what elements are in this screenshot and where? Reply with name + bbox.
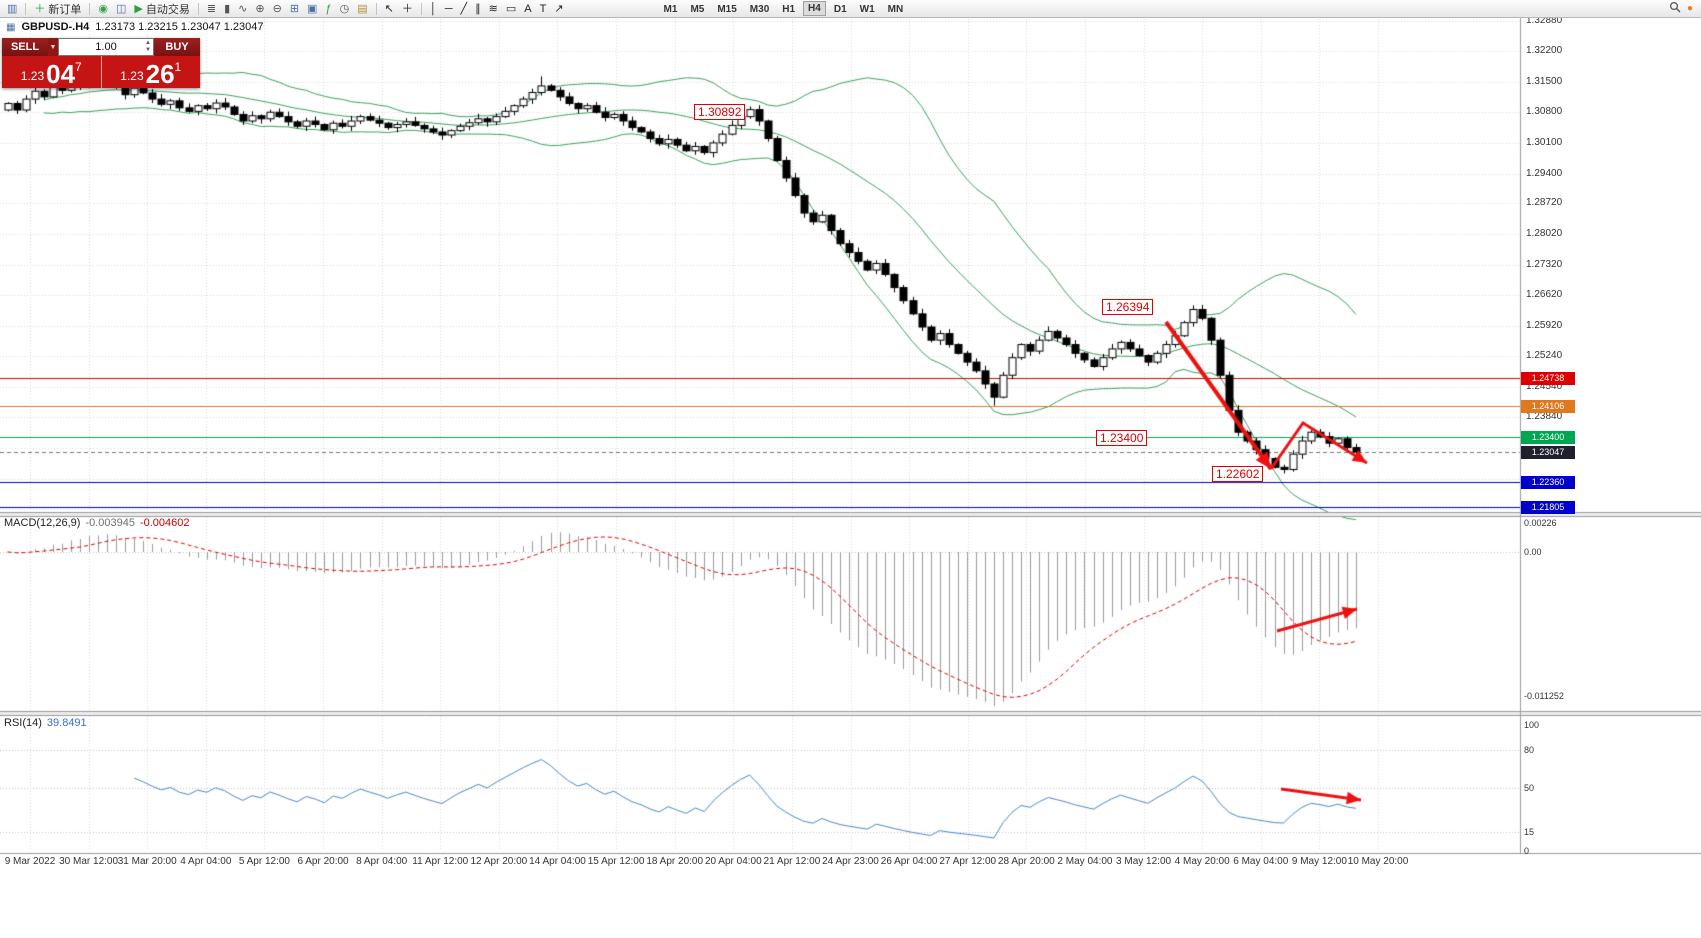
timeframe-m5[interactable]: M5 — [690, 4, 705, 15]
chart-window-icon: ▥ — [7, 2, 18, 15]
toolbar-separator — [197, 2, 199, 15]
sell-price-sup: 7 — [75, 60, 82, 74]
buy-price-big: 26 — [145, 59, 175, 89]
channel-icon: ∥ — [475, 2, 481, 15]
buy-price-sup: 1 — [174, 60, 182, 74]
toolbar-separator — [25, 2, 27, 15]
symbol-title: GBPUSD-.H4 — [21, 21, 90, 33]
cursor-icon[interactable]: ↖ — [382, 1, 397, 17]
volume-value: 1.00 — [95, 41, 117, 53]
zoom-out-icon[interactable]: ⊖ — [270, 1, 285, 17]
ohlc-values: 1.23173 1.23215 1.23047 1.23047 — [95, 21, 264, 33]
timeframe-buttons: M1 M5 M15 M30 H1 H4 D1 W1 MN — [659, 1, 909, 16]
label-icon: T — [539, 2, 547, 15]
indicators-icon: ƒ — [325, 2, 332, 15]
chart-title-bar: ▦ GBPUSD-.H4 1.23173 1.23215 1.23047 1.2… — [6, 21, 264, 33]
search-icon[interactable] — [1669, 1, 1681, 16]
crosshair-icon: ＋ — [401, 2, 413, 15]
buy-button[interactable]: BUY — [154, 38, 200, 56]
market-watch-icon: ◫ — [116, 2, 127, 15]
timeframe-h4[interactable]: H4 — [803, 1, 826, 16]
sell-button[interactable]: SELL — [2, 38, 48, 56]
sell-price-big: 04 — [46, 59, 76, 89]
cursor-icon: ↖ — [384, 2, 394, 15]
autotrade-button[interactable]: ▶ 自动交易 — [131, 1, 192, 17]
arrows-icon: ↗ — [554, 2, 564, 15]
autotrade-button-label: 自动交易 — [145, 3, 190, 16]
zoom-in-icon: ⊕ — [255, 2, 265, 15]
timeframe-m30[interactable]: M30 — [749, 4, 770, 15]
arrows-icon[interactable]: ↗ — [551, 1, 566, 17]
label-icon[interactable]: T — [537, 1, 550, 17]
sell-quote[interactable]: 1.23 04 7 — [2, 56, 101, 88]
profiles-icon: ◉ — [98, 2, 109, 15]
fibonacci-icon: ≋ — [488, 2, 498, 15]
bar-chart-icon: ≣ — [206, 2, 217, 15]
timeframe-m15[interactable]: M15 — [717, 4, 737, 15]
spin-down-icon[interactable]: ▼ — [145, 47, 151, 53]
text-icon: A — [524, 2, 532, 15]
indicators-icon[interactable]: ƒ — [322, 1, 334, 17]
chart-icon: ▦ — [6, 21, 16, 33]
channel-icon[interactable]: ∥ — [472, 1, 484, 17]
vline-icon[interactable]: │ — [427, 1, 440, 17]
hline-icon: ─ — [444, 2, 453, 15]
tile-windows-icon[interactable]: ⊞ — [287, 1, 302, 17]
bar-chart-icon[interactable]: ≣ — [204, 1, 219, 17]
volume-spinner[interactable]: ▲ ▼ — [145, 40, 151, 54]
fibonacci-icon[interactable]: ≋ — [486, 1, 501, 17]
zoom-out-icon: ⊖ — [272, 2, 282, 15]
toolbar-separator — [89, 2, 91, 15]
cascade-windows-icon[interactable]: ▣ — [304, 1, 320, 17]
market-watch-icon[interactable]: ◫ — [113, 1, 129, 17]
trendline-icon[interactable]: ╱ — [457, 1, 470, 17]
timeframe-h1[interactable]: H1 — [782, 4, 796, 15]
spin-up-icon[interactable]: ▲ — [145, 40, 151, 46]
periods-icon[interactable]: ◷ — [337, 1, 353, 17]
vline-icon: │ — [429, 2, 437, 15]
buy-price-prefix: 1.23 — [120, 69, 144, 83]
trendline-icon: ╱ — [460, 2, 468, 15]
hline-icon[interactable]: ─ — [442, 1, 456, 17]
line-chart-icon: ∿ — [238, 2, 248, 15]
timeframe-m1[interactable]: M1 — [663, 4, 678, 15]
sell-price-prefix: 1.23 — [20, 69, 45, 83]
toolbar-separator — [420, 2, 422, 15]
templates-icon: ▤ — [357, 2, 368, 15]
candlestick-chart-icon: ▮ — [224, 2, 231, 15]
new-order-button[interactable]: ＋新订单 — [31, 1, 84, 17]
order-type-caret[interactable]: ▼ — [48, 38, 58, 56]
timeframe-w1[interactable]: W1 — [859, 4, 875, 15]
candlestick-chart-icon[interactable]: ▮ — [221, 1, 233, 17]
new-order-icon: ＋ — [34, 2, 46, 15]
periods-icon: ◷ — [339, 2, 350, 15]
toolbar-separator — [375, 2, 377, 15]
cascade-windows-icon: ▣ — [307, 2, 318, 15]
buy-quote[interactable]: 1.23 26 1 — [102, 56, 201, 88]
timeframe-d1[interactable]: D1 — [833, 4, 847, 15]
toolbar: ▥ ＋新订单 ◉ ◫ ▶ 自动交易 ≣ ▮ ∿ ⊕ ⊖ ⊞ ▣ ƒ ◷ ▤ ↖ ＋ │ ─ ╱ ∥ ≋ ▭ A T ↗ M1 M5 M1… — [0, 0, 1701, 18]
new-order-button-label: 新订单 — [48, 3, 82, 16]
one-click-trading-panel: SELL ▼ 1.00 ▲ ▼ BUY 1.23 04 7 1.23 26 1 — [2, 38, 200, 88]
crosshair-icon[interactable]: ＋ — [399, 1, 416, 17]
timeframe-mn[interactable]: MN — [887, 4, 904, 15]
zoom-in-icon[interactable]: ⊕ — [252, 1, 267, 17]
templates-icon[interactable]: ▤ — [354, 1, 370, 17]
line-chart-icon[interactable]: ∿ — [235, 1, 250, 17]
shapes-icon[interactable]: ▭ — [503, 1, 519, 17]
profiles-icon[interactable]: ◉ — [95, 1, 111, 17]
shapes-icon: ▭ — [505, 2, 517, 15]
volume-input[interactable]: 1.00 ▲ ▼ — [58, 38, 154, 56]
autotrade-icon: ▶ — [134, 2, 143, 15]
quote-divider — [100, 56, 102, 88]
text-icon[interactable]: A — [521, 1, 534, 17]
toolbar-items: ▥ ＋新订单 ◉ ◫ ▶ 自动交易 ≣ ▮ ∿ ⊕ ⊖ ⊞ ▣ ƒ ◷ ▤ ↖ ＋ │ ─ ╱ ∥ ≋ ▭ A T ↗ — [4, 1, 567, 17]
toolbar-right: ● — [1669, 1, 1697, 16]
tile-windows-icon: ⊞ — [289, 2, 300, 15]
chart-window-icon[interactable]: ▥ — [4, 1, 20, 17]
alert-icon[interactable]: ● — [1686, 2, 1693, 14]
